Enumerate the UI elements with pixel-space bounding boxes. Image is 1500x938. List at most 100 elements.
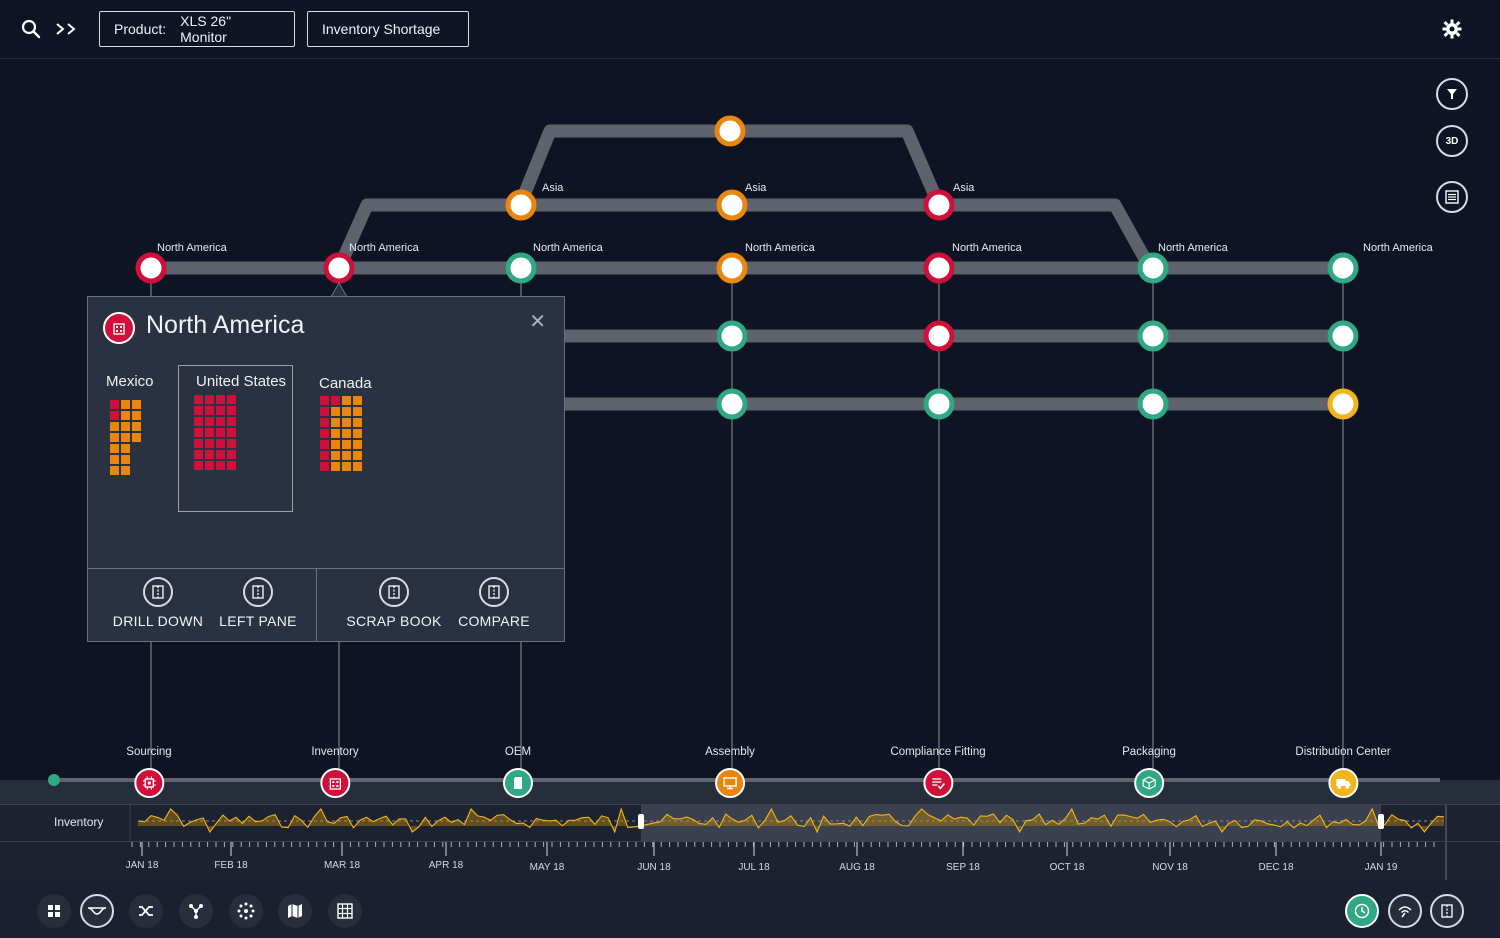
node-label: North America <box>157 242 228 254</box>
waffle-cell <box>227 417 236 426</box>
product-selector[interactable]: Product: XLS 26" Monitor <box>99 11 295 47</box>
view-selector[interactable]: Inventory Shortage <box>307 11 469 47</box>
waffle-cell <box>132 411 141 420</box>
month-label: DEC 18 <box>1258 862 1294 873</box>
stage-band <box>0 780 1500 804</box>
month-label: JAN 18 <box>125 860 159 871</box>
country-label-united-states[interactable]: United States <box>196 373 287 390</box>
waffle-cell <box>121 422 130 431</box>
waffle-cell <box>331 462 340 471</box>
waffle-mexico[interactable] <box>110 400 152 475</box>
bottom-toolbar <box>0 880 1500 938</box>
scrap-book-button[interactable]: SCRAP BOOK <box>344 577 444 629</box>
node-label: North America <box>745 242 816 254</box>
month-label: JAN 19 <box>1364 862 1398 873</box>
node <box>716 320 748 352</box>
waffle-cell <box>342 418 351 427</box>
split-pane-icon <box>479 577 509 607</box>
node-label: North America <box>952 242 1023 254</box>
waffle-united-states[interactable] <box>194 395 236 470</box>
3d-view-button[interactable]: 3D <box>1436 125 1468 157</box>
map-icon[interactable] <box>278 894 312 928</box>
node-label: North America <box>1158 242 1229 254</box>
box-icon <box>1134 768 1164 798</box>
split-pane-icon[interactable] <box>1430 894 1464 928</box>
stage-sourcing[interactable]: Sourcing <box>126 746 172 798</box>
waffle-cell <box>342 396 351 405</box>
stage-label: Compliance Fitting <box>890 746 986 758</box>
month-label: FEB 18 <box>214 860 248 871</box>
waffle-cell <box>205 450 214 459</box>
waffle-cell <box>227 461 236 470</box>
waffle-cell <box>194 417 203 426</box>
month-label: SEP 18 <box>946 862 980 873</box>
waffle-cell <box>216 439 225 448</box>
flow-route-icon[interactable] <box>80 894 114 928</box>
expand-panel-icon[interactable] <box>52 14 82 44</box>
view-label: Inventory Shortage <box>322 21 441 37</box>
waffle-cell <box>194 461 203 470</box>
stage-inventory[interactable]: Inventory <box>311 746 359 798</box>
waffle-cell <box>342 462 351 471</box>
inventory-sparkline[interactable] <box>0 804 1500 842</box>
list-view-icon[interactable] <box>1436 181 1468 213</box>
stage-distribution-center[interactable]: Distribution Center <box>1295 746 1391 798</box>
product-label: Product: <box>114 21 167 37</box>
compare-button[interactable]: COMPARE <box>452 577 536 629</box>
table-icon[interactable] <box>328 894 362 928</box>
signal-icon[interactable] <box>1388 894 1422 928</box>
waffle-cell <box>320 440 329 449</box>
month-label: JUN 18 <box>637 862 671 873</box>
waffle-cell <box>205 417 214 426</box>
waffle-cell <box>331 440 340 449</box>
node <box>1327 388 1359 420</box>
gear-icon[interactable] <box>1437 14 1467 44</box>
waffle-canada[interactable] <box>320 396 362 471</box>
waffle-cell <box>216 461 225 470</box>
waffle-cell <box>216 428 225 437</box>
waffle-cell <box>216 417 225 426</box>
country-card-united-states[interactable] <box>178 365 293 512</box>
node <box>1327 252 1359 284</box>
waffle-cell <box>342 407 351 416</box>
split-pane-icon <box>243 577 273 607</box>
waffle-cell <box>353 396 362 405</box>
product-value: XLS 26" Monitor <box>180 13 232 45</box>
stage-assembly[interactable]: Assembly <box>705 746 755 798</box>
node-label: Asia <box>745 182 767 194</box>
stage-compliance-fitting[interactable]: Compliance Fitting <box>890 746 986 798</box>
month-label: APR 18 <box>428 860 464 871</box>
filter-icon[interactable] <box>1436 78 1468 110</box>
country-label-mexico[interactable]: Mexico <box>106 373 154 390</box>
network-icon[interactable] <box>179 894 213 928</box>
dot-cluster-icon[interactable] <box>229 894 263 928</box>
shuffle-icon[interactable] <box>129 894 163 928</box>
split-pane-icon <box>143 577 173 607</box>
waffle-cell <box>320 451 329 460</box>
waffle-cell <box>227 395 236 404</box>
waffle-cell <box>320 418 329 427</box>
clock-icon[interactable] <box>1345 894 1379 928</box>
close-icon[interactable]: ✕ <box>529 311 546 333</box>
drill-down-button[interactable]: DRILL DOWN <box>110 577 206 629</box>
waffle-cell <box>132 422 141 431</box>
range-handle-left <box>638 814 644 829</box>
node <box>1137 252 1169 284</box>
grid-view-icon[interactable] <box>37 894 71 928</box>
stage-oem[interactable]: OEM <box>503 746 533 798</box>
node <box>923 252 955 284</box>
left-pane-button[interactable]: LEFT PANE <box>214 577 302 629</box>
waffle-cell <box>110 400 119 409</box>
waffle-cell <box>205 439 214 448</box>
sparkline-line <box>137 807 1445 834</box>
waffle-cell <box>353 407 362 416</box>
top-bar: Product: XLS 26" Monitor Inventory Short… <box>0 0 1500 59</box>
search-icon[interactable] <box>16 14 46 44</box>
waffle-cell <box>110 433 119 442</box>
node <box>505 252 537 284</box>
building-icon <box>320 768 350 798</box>
country-label-canada[interactable]: Canada <box>319 375 372 392</box>
node <box>923 189 955 221</box>
stage-label: Inventory <box>311 746 359 758</box>
stage-packaging[interactable]: Packaging <box>1122 746 1176 798</box>
